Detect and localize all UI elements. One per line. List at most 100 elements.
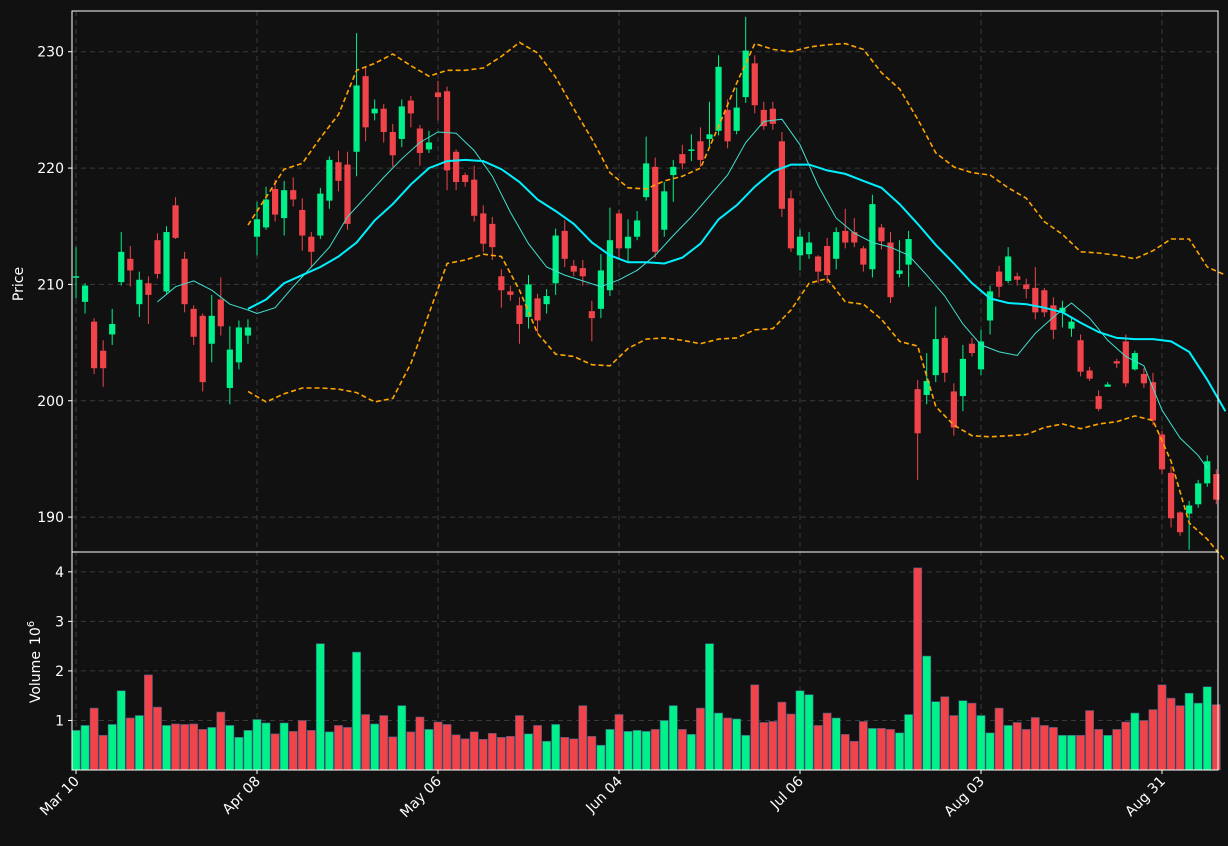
grid-layer	[72, 11, 1218, 770]
candle-body	[525, 284, 532, 317]
candle-body	[317, 193, 324, 236]
candle-body	[805, 242, 813, 255]
volume-bar	[315, 643, 325, 771]
volume-bar	[1067, 735, 1076, 771]
volume-bar	[442, 724, 452, 771]
volume-bar	[198, 729, 208, 771]
volume-bar	[343, 727, 352, 771]
candle-body	[552, 235, 559, 284]
volume-bar	[1094, 729, 1104, 771]
candle-body	[968, 343, 976, 354]
candle-body	[163, 232, 170, 292]
candle-body	[91, 321, 98, 369]
volume-bar	[840, 734, 850, 771]
volume-bar	[560, 736, 570, 771]
candle-body	[1149, 382, 1157, 421]
volume-axis-label: Volume106	[26, 621, 44, 703]
volume-bar	[98, 735, 108, 771]
volume-bar	[1021, 729, 1031, 771]
candle-body	[1104, 384, 1111, 387]
candle-body	[154, 240, 161, 274]
candle-body	[634, 220, 641, 237]
volume-tick-label: 2	[55, 664, 64, 680]
volume-bar	[1112, 729, 1122, 771]
volume-bar	[795, 690, 805, 771]
price-tick-label: 230	[37, 45, 64, 61]
volume-bar	[867, 728, 877, 771]
volume-bar	[397, 705, 407, 771]
volume-bar	[505, 736, 515, 771]
candle-body	[1177, 512, 1184, 533]
volume-bar	[1076, 735, 1085, 771]
candle-body	[579, 268, 586, 277]
volume-bar	[858, 721, 868, 771]
candle-body	[1077, 340, 1084, 372]
candle-body	[778, 141, 785, 209]
candle-body	[1095, 396, 1102, 409]
volume-bar	[415, 716, 425, 771]
candle-body	[534, 298, 541, 321]
candle-body	[217, 299, 224, 327]
volume-bar	[605, 729, 615, 771]
bollinger-band-line	[247, 41, 1226, 276]
candle-body	[986, 291, 994, 321]
candle-body	[190, 308, 197, 337]
volume-bar	[533, 725, 542, 771]
volume-bar	[967, 702, 977, 771]
candle-body	[923, 380, 930, 395]
candle-body	[118, 251, 125, 283]
candle-body	[1140, 373, 1147, 384]
candle-body	[353, 85, 360, 152]
volume-bar	[750, 684, 760, 771]
price-tick-label: 210	[37, 277, 64, 293]
price-tick-label: 220	[37, 161, 64, 177]
volume-bar	[985, 732, 995, 771]
volume-bar	[1193, 702, 1203, 771]
volume-bar	[1049, 727, 1058, 771]
volume-bar	[732, 718, 742, 771]
candle-body	[389, 131, 396, 156]
candle-body	[588, 311, 595, 319]
candle-body	[751, 63, 758, 106]
volume-bar	[216, 711, 226, 771]
candle-body	[326, 159, 333, 201]
candle-body	[371, 108, 378, 114]
candle-body	[262, 199, 270, 228]
volume-bar	[334, 725, 343, 771]
candle-body	[561, 230, 568, 259]
volume-bar	[632, 730, 642, 771]
candle-body	[136, 279, 143, 305]
price-tick-label: 200	[37, 394, 64, 410]
candle-body	[1186, 505, 1193, 514]
candle-body	[507, 291, 514, 295]
volume-bar	[1121, 721, 1131, 771]
candle-body	[1167, 472, 1175, 519]
volume-bar	[279, 722, 289, 771]
candle-body	[679, 154, 686, 164]
volume-bar	[243, 730, 253, 771]
volume-bar	[831, 717, 841, 771]
volume-bar	[1103, 735, 1113, 771]
volume-bar	[668, 705, 678, 771]
volume-bar	[659, 720, 669, 771]
candle-body	[462, 175, 469, 183]
candle-body	[290, 190, 297, 200]
volume-bar	[976, 715, 986, 771]
volume-bar	[542, 740, 551, 771]
candle-body	[145, 283, 152, 295]
volume-bar	[849, 740, 859, 771]
volume-bar	[469, 731, 479, 771]
volume-bar	[424, 729, 434, 771]
volume-bar	[352, 651, 361, 771]
volume-bar	[931, 701, 941, 771]
fast-moving-average-line	[157, 118, 1208, 469]
volume-bar	[686, 734, 696, 771]
candle-body	[272, 189, 279, 215]
candle-body	[869, 204, 876, 270]
volume-bar	[578, 705, 588, 771]
volume-bar	[171, 723, 180, 771]
volume-bar	[524, 733, 533, 771]
candle-body	[127, 258, 134, 271]
candle-body	[887, 242, 894, 298]
